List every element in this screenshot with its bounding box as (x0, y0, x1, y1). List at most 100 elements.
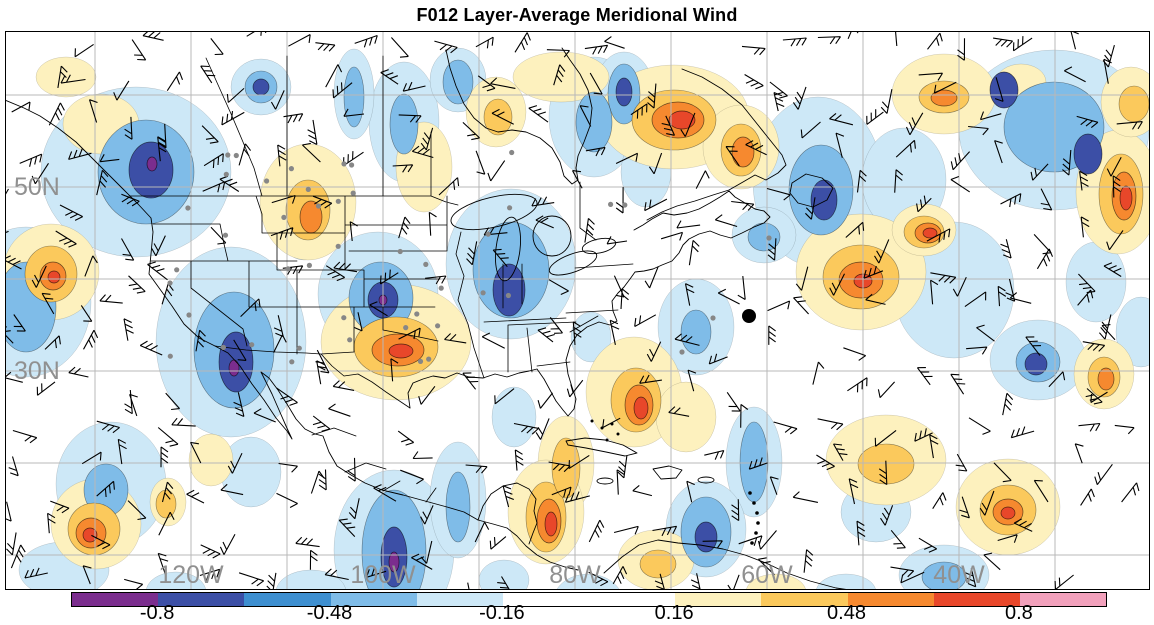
wind-barb (402, 81, 426, 92)
wind-barb (704, 449, 725, 460)
wind-barb (767, 300, 791, 312)
wind-barb (1010, 426, 1035, 439)
anomaly-blob (816, 573, 876, 589)
wind-barb (918, 537, 937, 553)
wind-barb (1106, 230, 1124, 251)
colorbar-segment (589, 593, 676, 606)
station-dot (174, 267, 180, 273)
wind-barb (397, 430, 415, 446)
lake-michigan-outline (495, 216, 521, 282)
colorbar-ticks: -0.8 -0.48 -0.16 0.16 0.48 0.8 (71, 602, 1105, 624)
wind-barb (950, 151, 971, 171)
wind-barb (548, 279, 569, 296)
wind-barb (1080, 488, 1095, 506)
wind-barb (1080, 216, 1090, 238)
wind-barb (1077, 289, 1094, 306)
wind-barb (773, 421, 798, 435)
wind-barb (277, 144, 287, 167)
geo-axis-label: 40W (933, 561, 985, 589)
anomaly-blob (633, 396, 649, 420)
wind-barb (309, 549, 318, 570)
lake-superior-outline (450, 193, 538, 231)
anomaly-blob (1024, 352, 1048, 376)
wind-barb (566, 379, 584, 398)
coastline-newfoundland (789, 173, 834, 208)
wind-barb (966, 346, 988, 355)
colorbar-segment (933, 593, 1020, 606)
coastline-labrador (646, 68, 787, 221)
station-dot (281, 214, 287, 220)
wind-barb (121, 193, 140, 207)
island-dot (756, 521, 760, 525)
wind-barb (84, 255, 98, 277)
wind-barb (708, 353, 728, 365)
wind-barb (950, 175, 971, 193)
station-dot (225, 152, 231, 158)
anomaly-blob (1118, 85, 1149, 123)
wind-barb (792, 491, 819, 503)
wind-barb (1036, 248, 1054, 270)
wind-barb (680, 112, 696, 137)
wind-barb (68, 366, 89, 378)
wind-barb (202, 181, 226, 193)
wind-barb (1116, 121, 1143, 130)
wind-barb (688, 240, 700, 266)
wind-barb (131, 39, 147, 61)
wind-barb (41, 292, 55, 315)
wind-barb (1103, 58, 1112, 84)
anomaly-blob (575, 91, 613, 153)
wind-barb (1070, 32, 1079, 50)
wind-barb (50, 500, 70, 514)
wind-barb (365, 567, 387, 578)
wind-barb (993, 37, 1013, 48)
wind-barb (6, 501, 12, 522)
wind-barb (660, 231, 684, 241)
station-dot (264, 178, 270, 184)
wind-barb (203, 153, 224, 169)
wind-barb (481, 332, 505, 349)
anomaly-blob (388, 343, 414, 359)
wind-barb (273, 334, 287, 353)
wind-barb (201, 125, 219, 144)
wind-barb (466, 241, 478, 266)
wind-barb (740, 403, 749, 428)
station-dot (480, 290, 486, 296)
wind-barb (965, 568, 977, 588)
wind-barb (123, 318, 134, 341)
wind-barb (55, 230, 77, 248)
island-dots-antilles (748, 491, 760, 545)
anomaly-blob (491, 386, 537, 448)
wind-barb (588, 519, 605, 543)
wind-barb (612, 566, 628, 585)
wind-barb (465, 464, 488, 474)
wind-barb (477, 75, 496, 92)
wind-barb (11, 101, 31, 113)
anomaly-blob (668, 110, 696, 130)
wind-barb (793, 296, 810, 315)
wind-barb (233, 392, 245, 418)
station-dot (220, 344, 226, 350)
wind-barb (210, 38, 224, 56)
wind-barb (462, 121, 480, 141)
wind-barb (766, 187, 791, 201)
wind-barb (276, 492, 298, 508)
wind-barb (769, 81, 788, 99)
anomaly-blob (47, 270, 61, 284)
wind-barb (531, 196, 555, 207)
station-dot (288, 166, 294, 172)
geo-axis-label: 120W (158, 561, 224, 589)
wind-barb (930, 272, 957, 284)
anomaly-blob (989, 71, 1019, 109)
wind-barb (768, 325, 776, 345)
wind-barb (795, 266, 809, 291)
wind-barb (738, 535, 763, 546)
wind-barb (993, 462, 1012, 483)
wind-barb (741, 45, 766, 56)
anomaly-blob (483, 98, 513, 136)
wind-barb (238, 572, 265, 587)
wind-barb (880, 88, 893, 114)
wind-barb (968, 125, 989, 136)
wind-barb (803, 549, 814, 573)
wind-barb (165, 392, 181, 411)
wind-barb (894, 169, 903, 193)
